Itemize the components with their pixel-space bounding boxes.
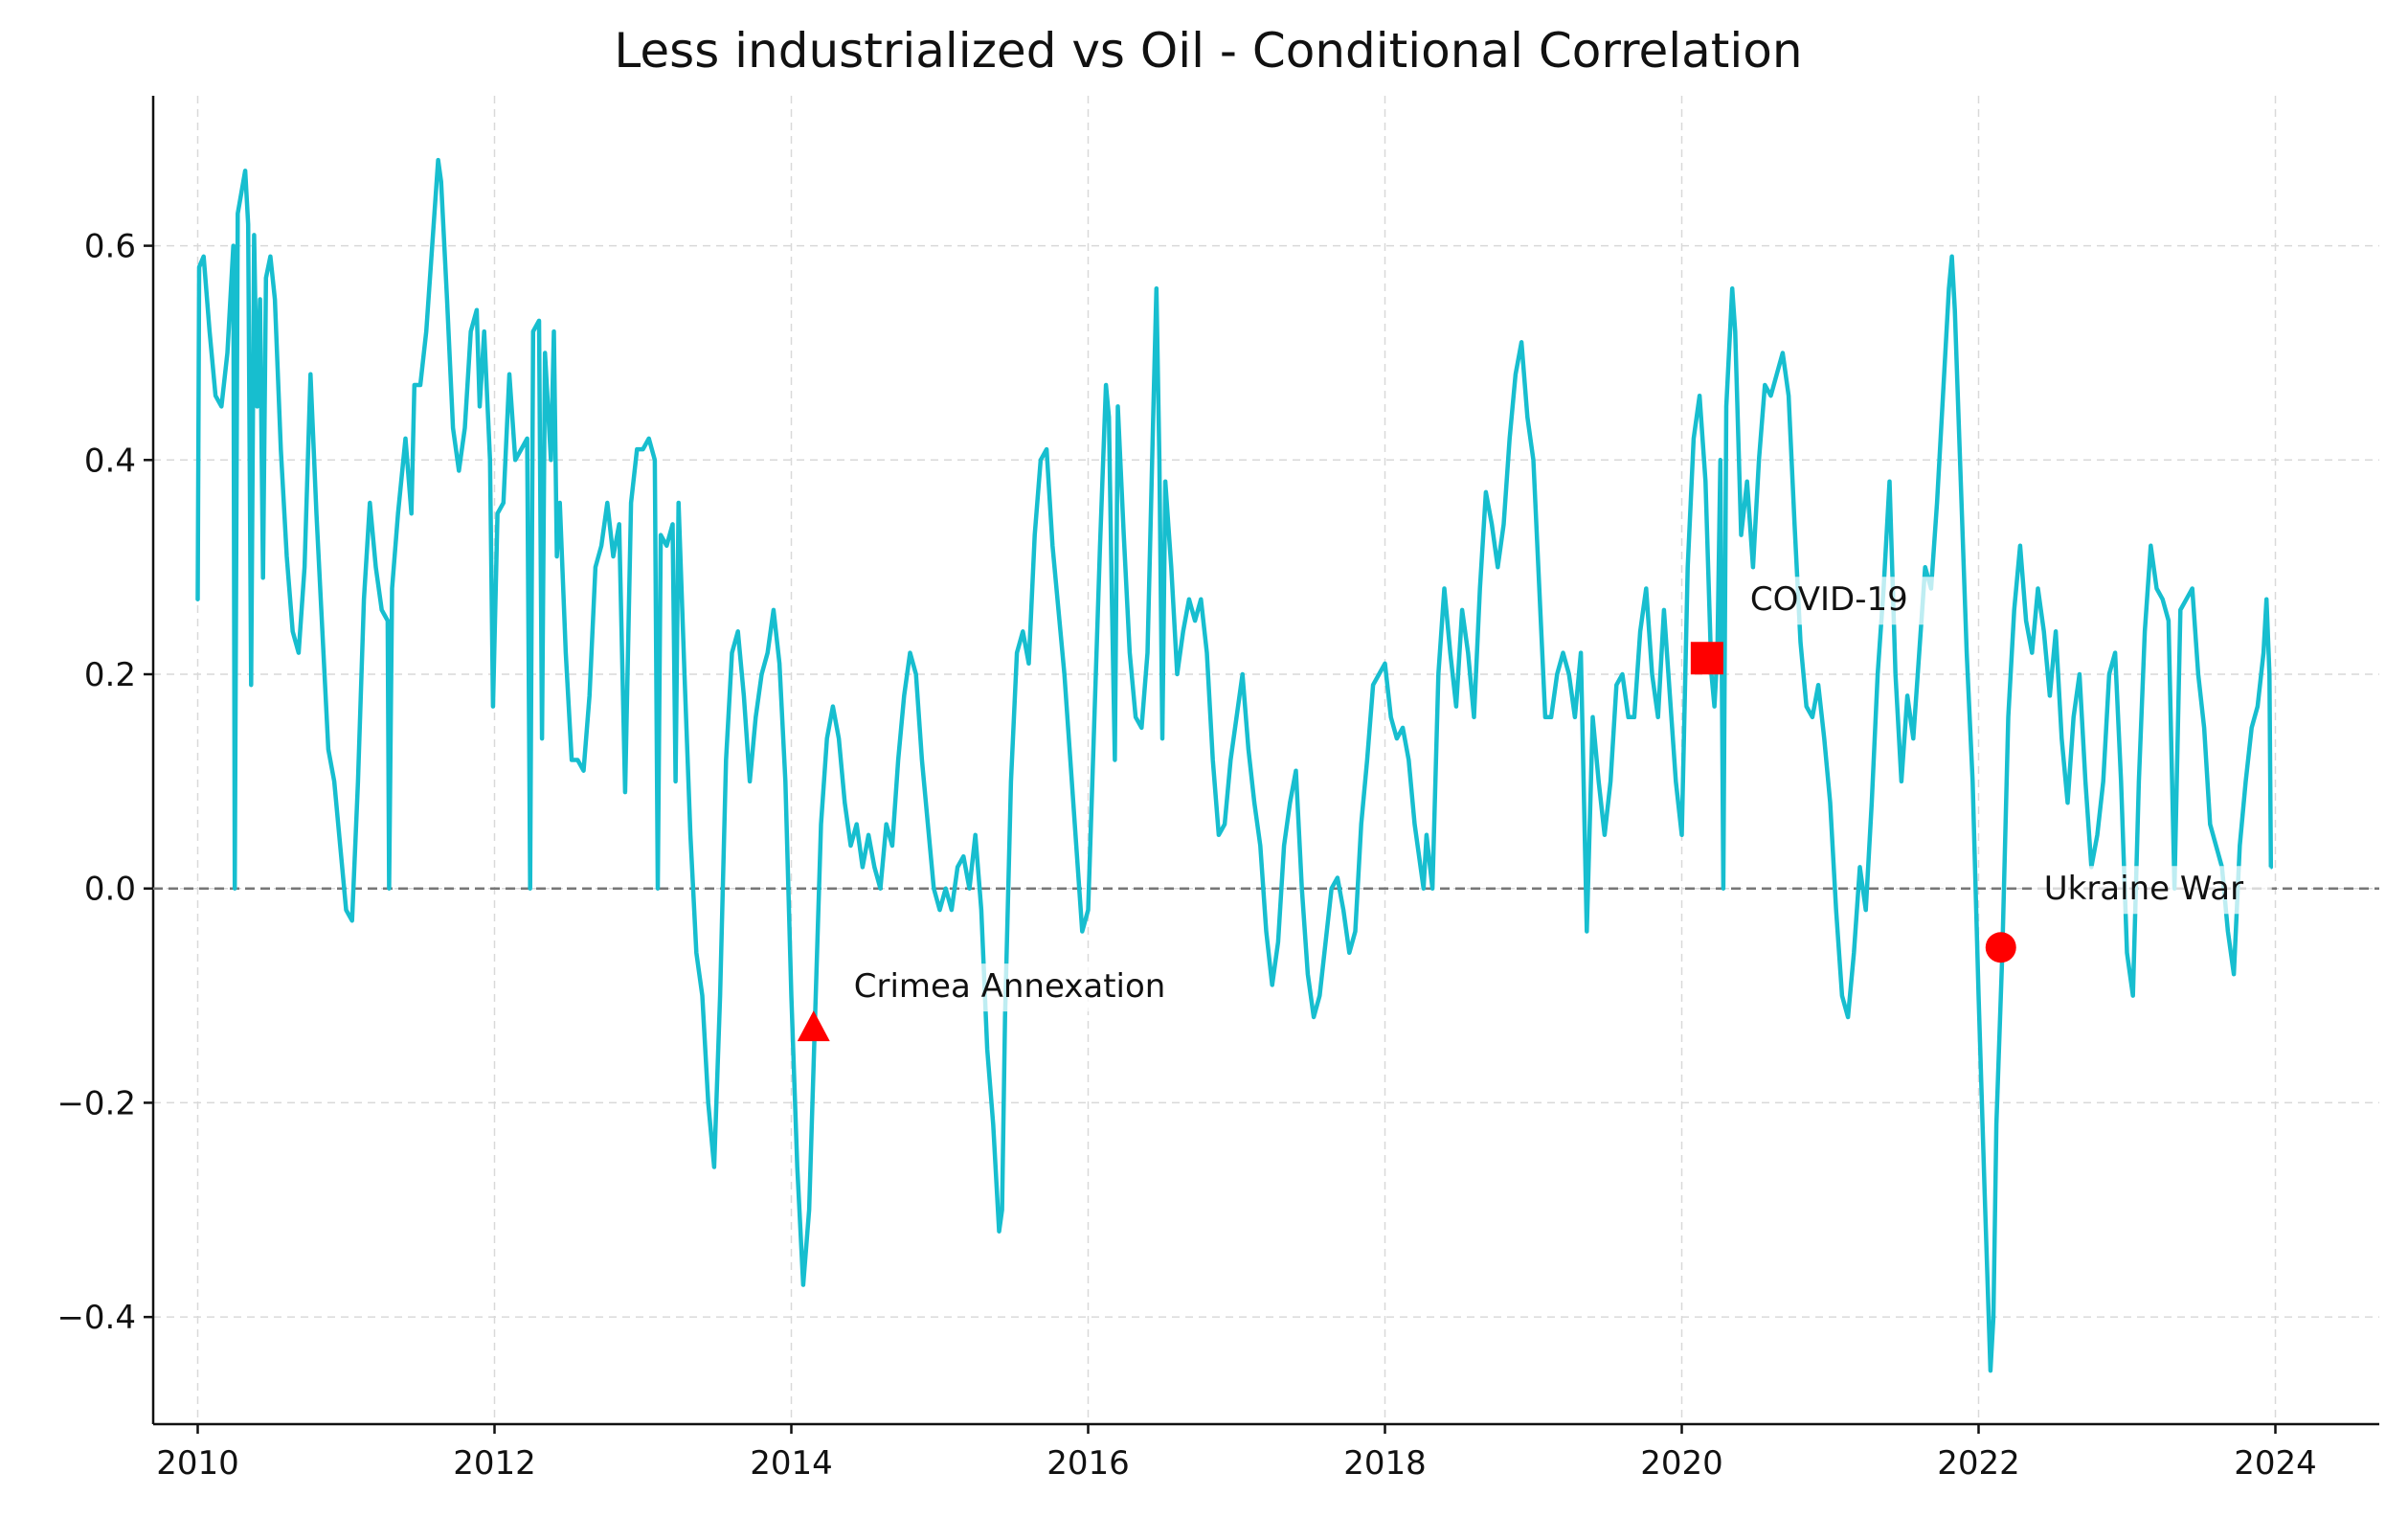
tick-label-layer: 2010 2012 2014 2016 2018 2020 2022 2024 −0.4 −0.2…	[56, 228, 2316, 1483]
x-tick-label-2012: 2012	[453, 1444, 536, 1483]
covid-19-marker	[1690, 642, 1723, 675]
y-tick-label-1: −0.2	[56, 1084, 136, 1122]
y-tick-label-0: −0.4	[56, 1299, 136, 1337]
series-layer	[195, 157, 2274, 1373]
ukraine-war-marker	[1985, 932, 2016, 963]
x-tick-label-2024: 2024	[2234, 1444, 2317, 1483]
annotation-background-2	[2032, 866, 2272, 915]
x-tick-label-2016: 2016	[1046, 1444, 1130, 1483]
annotation-layer: Crimea Annexation COVID-19 Ukraine War	[797, 577, 2272, 1042]
x-tick-label-2010: 2010	[156, 1444, 239, 1483]
y-tick-label-5: 0.6	[84, 228, 136, 266]
x-tick-label-2014: 2014	[750, 1444, 833, 1483]
y-tick-label-2: 0.0	[84, 871, 136, 909]
y-tick-label-3: 0.2	[84, 656, 136, 694]
annotation-label-1: COVID-19	[1750, 580, 1908, 619]
correlation-series-line	[195, 157, 2274, 1373]
annotation-label-0: Crimea Annexation	[854, 967, 1166, 1006]
chart-title: Less industrialized vs Oil - Conditional…	[614, 23, 1802, 79]
annotation-background-1	[1738, 577, 1942, 625]
annotation-background-0	[842, 963, 1197, 1012]
annotation-label-2: Ukraine War	[2044, 870, 2243, 908]
x-tick-label-2022: 2022	[1937, 1444, 2020, 1483]
y-tick-label-4: 0.4	[84, 442, 136, 480]
axis-layer	[144, 96, 2379, 1434]
x-tick-label-2020: 2020	[1640, 1444, 1723, 1483]
crimea-annexation-marker	[797, 1010, 830, 1042]
x-tick-label-2018: 2018	[1343, 1444, 1427, 1483]
